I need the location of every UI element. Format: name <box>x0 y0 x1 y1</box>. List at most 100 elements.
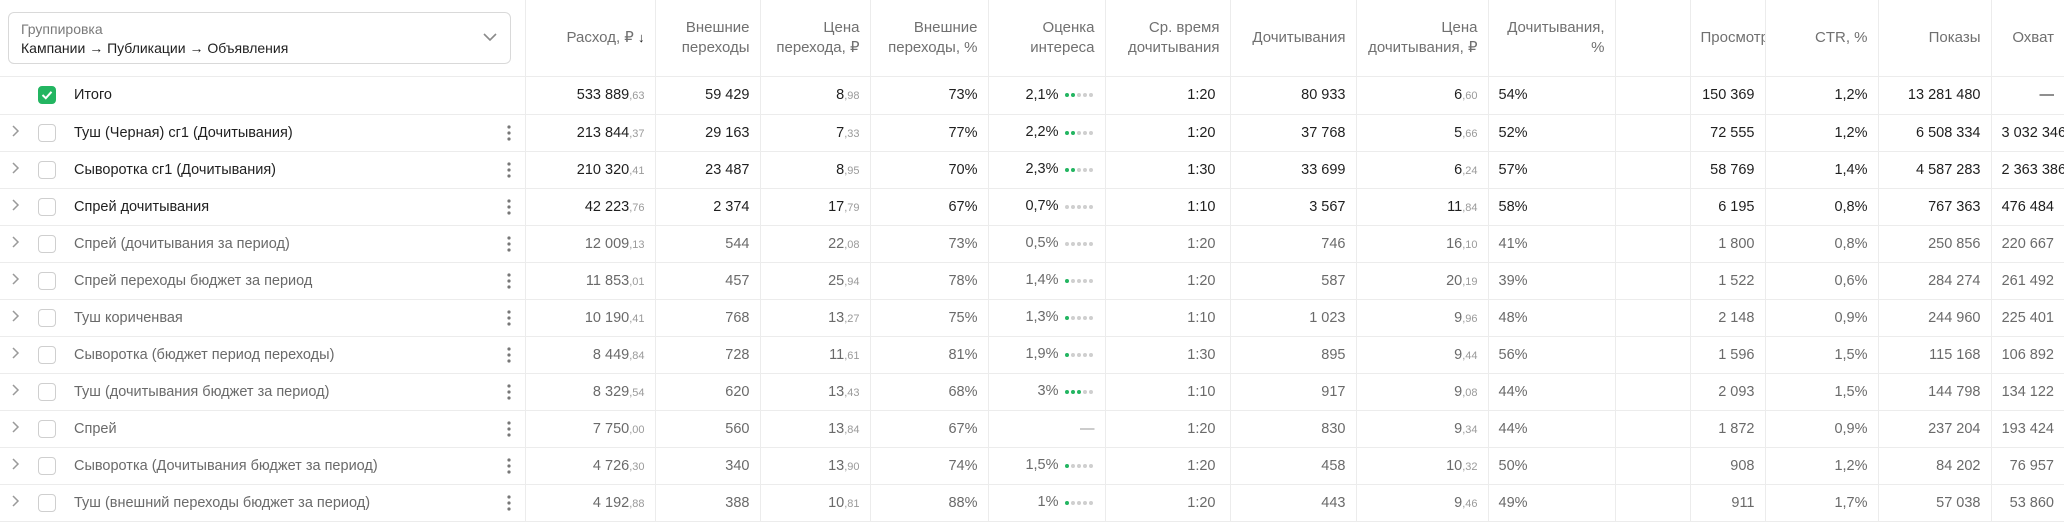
kebab-menu-icon[interactable] <box>507 162 511 178</box>
row-name-cell: Сыворотка (Дочитывания бюджет за период) <box>0 447 525 484</box>
cell-reads-pct: 58% <box>1488 188 1615 225</box>
chevron-right-icon[interactable] <box>10 310 24 326</box>
value-frac: ,60 <box>1462 90 1477 102</box>
value-frac: ,94 <box>844 276 859 288</box>
value-frac: ,19 <box>1462 276 1477 288</box>
row-checkbox[interactable] <box>38 161 56 179</box>
kebab-menu-icon[interactable] <box>507 125 511 141</box>
table-row[interactable]: Сыворотка (бюджет период переходы)8 449,… <box>0 336 2064 373</box>
chevron-right-icon[interactable] <box>10 421 24 437</box>
chevron-right-icon[interactable] <box>10 384 24 400</box>
row-checkbox[interactable] <box>38 494 56 512</box>
grouping-select[interactable]: Группировка Кампании → Публикации → Объя… <box>8 12 511 64</box>
interest-dots-icon <box>1065 384 1095 400</box>
row-name[interactable]: Спрей (дочитывания за период) <box>74 236 290 252</box>
row-checkbox[interactable] <box>38 346 56 364</box>
kebab-menu-icon[interactable] <box>507 310 511 326</box>
cell-reach: 76 957 <box>1991 447 2064 484</box>
kebab-menu-icon[interactable] <box>507 199 511 215</box>
kebab-menu-icon[interactable] <box>507 421 511 437</box>
row-name[interactable]: Спрей <box>74 421 117 437</box>
value: 150 369 <box>1702 87 1754 103</box>
col-header-read-price[interactable]: Цена дочитывания, ₽ <box>1356 0 1488 76</box>
row-name[interactable]: Сыворотка сг1 (Дочитывания) <box>74 162 276 178</box>
row-name[interactable]: Итого <box>74 87 112 103</box>
chevron-right-icon[interactable] <box>10 162 24 178</box>
col-header-ctr[interactable]: CTR, % <box>1765 0 1878 76</box>
row-checkbox[interactable] <box>38 272 56 290</box>
chevron-right-icon[interactable] <box>10 236 24 252</box>
kebab-menu-icon[interactable] <box>507 384 511 400</box>
table-row[interactable]: Туш (дочитывания бюджет за период)8 329,… <box>0 373 2064 410</box>
cell-read-price: 11,84 <box>1356 188 1488 225</box>
col-header-impressions[interactable]: Показы <box>1878 0 1991 76</box>
row-checkbox[interactable] <box>38 235 56 253</box>
col-header-ext-clicks[interactable]: Внешние переходы <box>655 0 760 76</box>
row-name[interactable]: Сыворотка (Дочитывания бюджет за период) <box>74 458 378 474</box>
value: 0,9% <box>1834 421 1867 437</box>
value: 33 699 <box>1301 162 1345 178</box>
table-row[interactable]: Туш (Черная) сг1 (Дочитывания)213 844,37… <box>0 114 2064 151</box>
value: 457 <box>725 273 749 289</box>
row-name[interactable]: Туш (внешний переходы бюджет за период) <box>74 495 370 511</box>
cell-interest: — <box>988 410 1105 447</box>
row-checkbox[interactable] <box>38 309 56 327</box>
cell-click-price: 8,98 <box>760 76 870 114</box>
kebab-menu-icon[interactable] <box>507 347 511 363</box>
row-checkbox[interactable] <box>38 198 56 216</box>
chevron-right-icon[interactable] <box>10 273 24 289</box>
row-checkbox[interactable] <box>38 124 56 142</box>
cell-reads-pct: 50% <box>1488 447 1615 484</box>
cell-read-price: 6,60 <box>1356 76 1488 114</box>
table-row[interactable]: Туш (внешний переходы бюджет за период) 4… <box>0 484 2064 521</box>
col-header-avg-time[interactable]: Ср. время дочитывания <box>1105 0 1230 76</box>
value-int: 10 <box>828 495 844 511</box>
kebab-menu-icon[interactable] <box>507 458 511 474</box>
cell-ext-clicks: 768 <box>655 299 760 336</box>
col-header-reach[interactable]: Охват <box>1991 0 2064 76</box>
cell-avg-time: 1:20 <box>1105 484 1230 521</box>
chevron-right-icon[interactable] <box>10 199 24 215</box>
row-name[interactable]: Спрей дочитывания <box>74 199 209 215</box>
row-name[interactable]: Туш кориченвая <box>74 310 183 326</box>
cell-ext-clicks-pct: 88% <box>870 484 988 521</box>
row-checkbox[interactable] <box>38 457 56 475</box>
chevron-right-icon[interactable] <box>10 495 24 511</box>
chevron-right-icon[interactable] <box>10 458 24 474</box>
row-checkbox[interactable] <box>38 420 56 438</box>
kebab-menu-icon[interactable] <box>507 495 511 511</box>
col-header-reads[interactable]: Дочитывания <box>1230 0 1356 76</box>
cell-reads-pct: 49% <box>1488 484 1615 521</box>
col-header-spend[interactable]: Расход, ₽ ↓ <box>525 0 655 76</box>
value: 13 281 480 <box>1908 87 1981 103</box>
value: 1:10 <box>1187 384 1215 400</box>
kebab-menu-icon[interactable] <box>507 236 511 252</box>
chevron-right-icon[interactable] <box>10 125 24 141</box>
row-name[interactable]: Туш (дочитывания бюджет за период) <box>74 384 329 400</box>
col-header-views[interactable]: Просмотры <box>1690 0 1765 76</box>
row-name[interactable]: Сыворотка (бюджет период переходы) <box>74 347 334 363</box>
value-int: 210 320 <box>577 162 629 178</box>
row-name[interactable]: Туш (Черная) сг1 (Дочитывания) <box>74 125 293 141</box>
col-header-interest[interactable]: Оценка интереса <box>988 0 1105 76</box>
value: 6 195 <box>1718 199 1754 215</box>
col-header-reads-pct[interactable]: Дочитывания, % <box>1488 0 1615 76</box>
value: 68% <box>948 384 977 400</box>
value: 3 032 346 <box>2002 125 2064 141</box>
col-header-ext-clicks-pct[interactable]: Внешние переходы, % <box>870 0 988 76</box>
row-checkbox[interactable] <box>38 383 56 401</box>
interest-value: 2,3% <box>1025 161 1058 177</box>
chevron-right-icon[interactable] <box>10 347 24 363</box>
table-row[interactable]: Сыворотка (Дочитывания бюджет за период)… <box>0 447 2064 484</box>
kebab-menu-icon[interactable] <box>507 273 511 289</box>
col-header-click-price[interactable]: Цена перехода, ₽ <box>760 0 870 76</box>
row-checkbox[interactable] <box>38 86 56 104</box>
row-name[interactable]: Спрей переходы бюджет за период <box>74 273 312 289</box>
